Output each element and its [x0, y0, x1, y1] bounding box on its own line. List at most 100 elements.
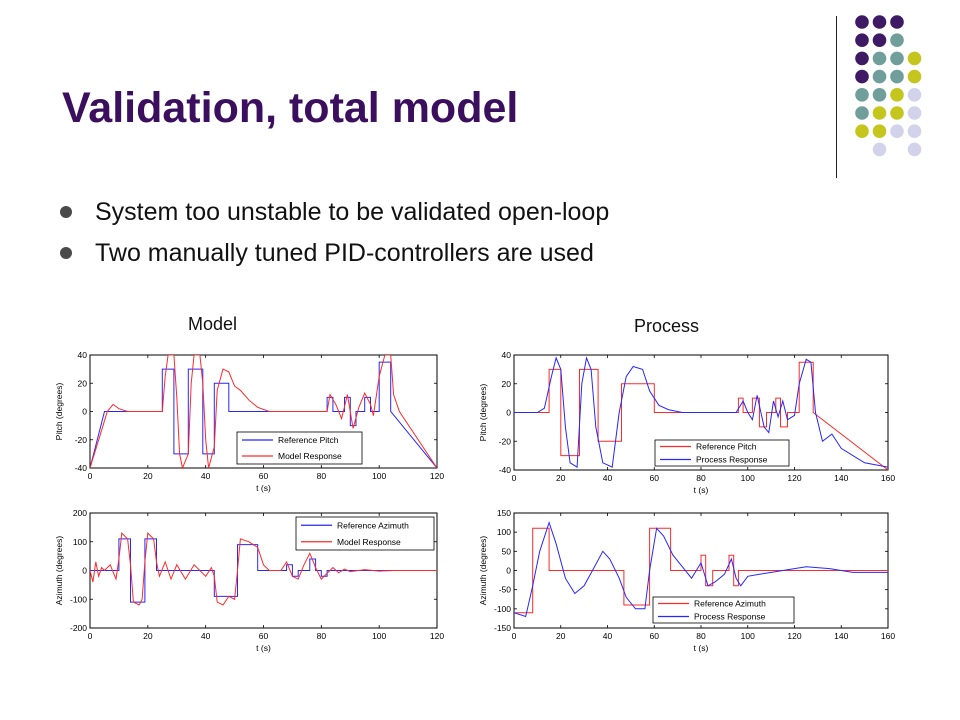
decor-dot [890, 51, 904, 66]
x-tick-label: 60 [650, 473, 660, 483]
decor-dot [855, 51, 869, 66]
legend-label: Reference Pitch [696, 442, 757, 452]
bullet-text: Two manually tuned PID-controllers are u… [95, 239, 594, 267]
y-tick-label: 50 [502, 546, 512, 556]
x-tick-label: 0 [88, 471, 93, 481]
x-axis-label: t (s) [256, 483, 271, 493]
series-line [90, 355, 437, 468]
legend-label: Model Response [278, 451, 342, 461]
x-axis-label: t (s) [694, 485, 709, 495]
decor-dot [855, 33, 869, 47]
y-axis-label: Azimuth (degrees) [478, 536, 488, 606]
decor-dot [890, 15, 904, 29]
series-line [514, 356, 888, 468]
divider-line [836, 16, 837, 178]
x-tick-label: 120 [430, 471, 444, 481]
x-tick-label: 20 [143, 471, 153, 481]
decor-dot [872, 15, 887, 29]
decor-dot [907, 51, 922, 66]
x-tick-label: 40 [201, 471, 211, 481]
decor-dot [872, 106, 887, 120]
x-tick-label: 100 [372, 631, 386, 641]
x-tick-label: 20 [556, 631, 566, 641]
y-tick-label: 0 [506, 566, 511, 576]
y-tick-label: -20 [75, 435, 88, 445]
x-tick-label: 80 [317, 631, 327, 641]
decor-dot [872, 51, 887, 66]
y-tick-label: -50 [499, 585, 512, 595]
x-tick-label: 100 [741, 631, 755, 641]
legend-label: Process Response [696, 455, 768, 465]
y-tick-label: 200 [73, 508, 87, 518]
legend-box [236, 431, 363, 465]
y-tick-label: -40 [499, 465, 512, 475]
decor-dot [907, 69, 922, 84]
decor-dot [872, 88, 887, 102]
x-tick-label: 40 [603, 631, 613, 641]
x-tick-label: 20 [143, 631, 153, 641]
legend-box [654, 439, 790, 467]
x-tick-label: 40 [603, 473, 613, 483]
series-line [514, 521, 888, 618]
decor-dot [855, 15, 869, 29]
bullet-icon [60, 206, 72, 218]
decor-dot [855, 124, 869, 138]
y-tick-label: -40 [75, 463, 88, 473]
y-tick-label: -20 [499, 436, 512, 446]
slide-title: Validation, total model [62, 84, 519, 132]
decor-dot [890, 69, 904, 84]
decorative-dot-grid [855, 15, 922, 157]
decor-dot [907, 142, 922, 157]
legend-label: Model Response [337, 537, 401, 547]
legend-label: Process Response [694, 612, 766, 622]
bullet-item: System too unstable to be validated open… [60, 192, 609, 233]
bullet-list: System too unstable to be validated open… [60, 192, 609, 274]
legend-label: Reference Azimuth [694, 599, 766, 609]
y-tick-label: 100 [497, 527, 511, 537]
y-tick-label: -200 [70, 623, 87, 633]
x-tick-label: 20 [556, 473, 566, 483]
x-tick-label: 0 [88, 631, 93, 641]
x-tick-label: 80 [317, 471, 327, 481]
x-tick-label: 100 [741, 473, 755, 483]
decor-dot [907, 106, 922, 120]
x-tick-label: 140 [834, 631, 848, 641]
x-tick-label: 120 [787, 473, 801, 483]
x-tick-label: 40 [201, 631, 211, 641]
decor-dot [907, 124, 922, 138]
x-tick-label: 80 [696, 631, 706, 641]
series-line [90, 361, 437, 468]
y-tick-label: -100 [70, 594, 87, 604]
decor-dot [890, 124, 904, 138]
bullet-icon [60, 247, 72, 259]
decor-dot [855, 106, 869, 120]
y-tick-label: 0 [506, 408, 511, 418]
bullet-text: System too unstable to be validated open… [95, 198, 610, 226]
legend-label: Reference Azimuth [337, 520, 409, 530]
decor-dot [872, 69, 887, 84]
y-tick-label: 100 [73, 537, 87, 547]
x-tick-label: 60 [259, 631, 269, 641]
y-axis-label: Pitch (degrees) [54, 383, 64, 441]
x-tick-label: 0 [512, 473, 517, 483]
series-line [90, 532, 437, 606]
legend-box [652, 596, 795, 624]
x-tick-label: 140 [834, 473, 848, 483]
x-tick-label: 80 [696, 473, 706, 483]
x-tick-label: 160 [881, 631, 895, 641]
decor-dot [907, 88, 922, 102]
decor-dot [872, 33, 887, 47]
x-tick-label: 160 [881, 473, 895, 483]
x-tick-label: 60 [650, 631, 660, 641]
x-axis-label: t (s) [256, 643, 271, 653]
bullet-item: Two manually tuned PID-controllers are u… [60, 233, 609, 274]
y-tick-label: -100 [494, 604, 511, 614]
decor-dot [872, 142, 887, 157]
model-caption: Model [188, 314, 238, 334]
y-axis-label: Azimuth (degrees) [54, 536, 64, 606]
decor-dot [855, 88, 869, 102]
y-tick-label: 0 [82, 566, 87, 576]
